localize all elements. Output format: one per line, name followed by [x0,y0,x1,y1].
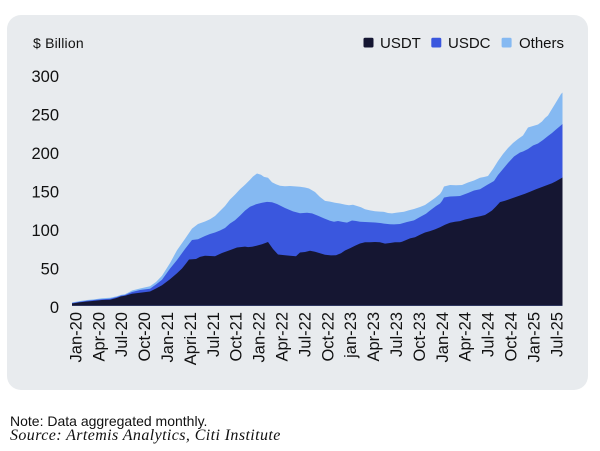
svg-text:Jul-25: Jul-25 [548,312,566,357]
svg-text:Apr-22: Apr-22 [273,312,291,362]
svg-text:200: 200 [31,145,59,163]
svg-text:Jul-21: Jul-21 [205,312,223,357]
svg-text:250: 250 [31,106,59,124]
svg-text:USDT: USDT [380,35,421,52]
svg-text:Apri-21: Apri-21 [182,312,200,365]
svg-text:150: 150 [31,183,59,201]
svg-text:100: 100 [31,222,59,240]
svg-text:jan-23: jan-23 [342,312,360,359]
svg-text:50: 50 [41,260,59,278]
svg-text:Apr-24: Apr-24 [457,312,475,362]
svg-text:Jan-25: Jan-25 [525,312,543,362]
svg-text:Jul-23: Jul-23 [388,312,406,357]
svg-text:Jul-22: Jul-22 [296,312,314,357]
svg-text:USDC: USDC [448,35,491,52]
svg-text:Jan-24: Jan-24 [434,312,452,362]
svg-text:Oct-20: Oct-20 [136,312,154,362]
svg-text:Jan-22: Jan-22 [251,312,269,362]
svg-text:Apr-20: Apr-20 [90,312,108,362]
svg-text:Jan-21: Jan-21 [159,312,177,362]
svg-text:300: 300 [31,68,59,86]
svg-text:Jul-20: Jul-20 [113,312,131,357]
svg-text:Others: Others [519,35,564,52]
svg-text:Oct-24: Oct-24 [502,312,520,362]
svg-text:Apr-23: Apr-23 [365,312,383,362]
svg-text:Jan-20: Jan-20 [67,312,85,362]
svg-text:Oct-23: Oct-23 [411,312,429,362]
svg-text:Oct-21: Oct-21 [228,312,246,362]
svg-text:Jul-24: Jul-24 [480,312,498,357]
svg-text:Oct-22: Oct-22 [319,312,337,362]
svg-text:0: 0 [50,299,59,317]
svg-text:$ Billion: $ Billion [33,35,84,51]
